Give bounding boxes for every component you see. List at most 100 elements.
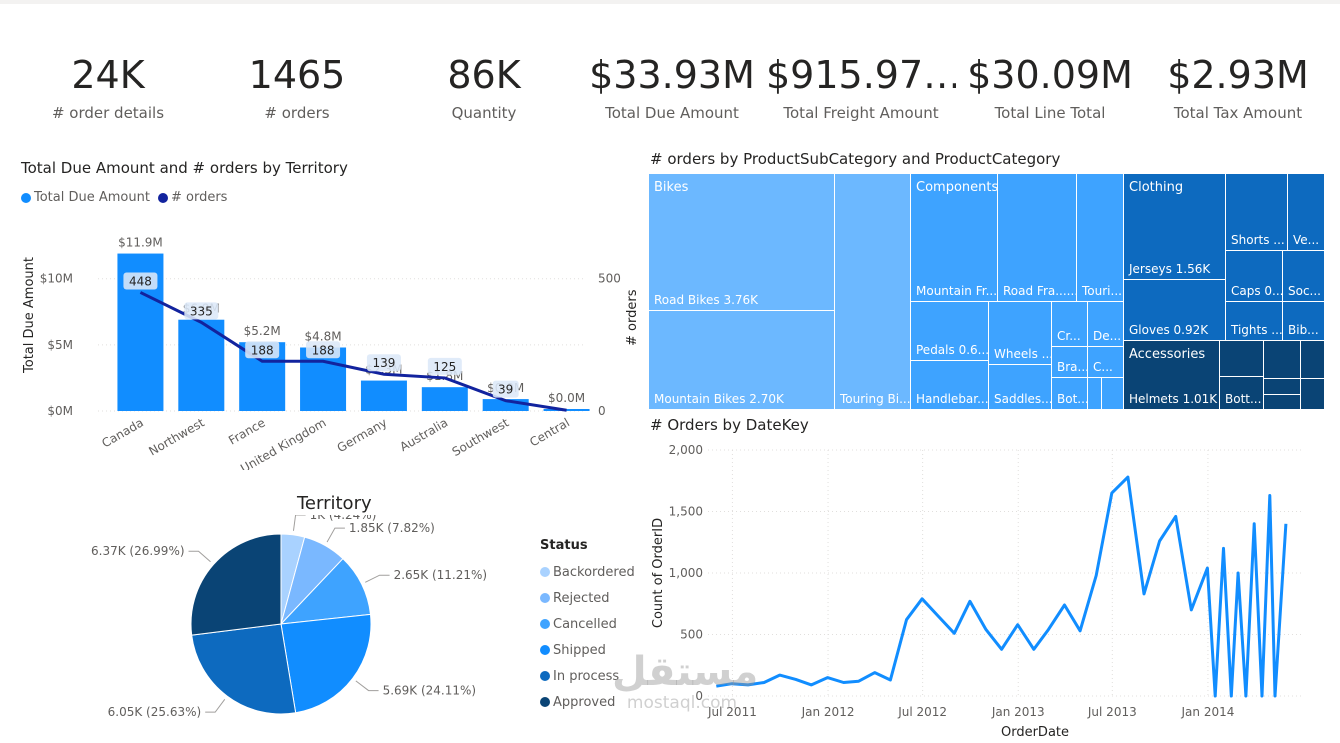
x-tick-label: Jan 2012 xyxy=(801,705,855,719)
treemap-cell-label: Handlebar... xyxy=(916,392,989,406)
status-legend-title: Status xyxy=(540,538,588,553)
treemap-cell-label: Ve... xyxy=(1293,233,1320,247)
status-legend-item-approved[interactable]: Approved xyxy=(540,689,650,715)
treemap-cell-mountain-bikes[interactable]: Mountain Bikes 2.70K xyxy=(649,311,835,410)
treemap-cell-road-frames[interactable]: Road Fra...... xyxy=(998,174,1077,302)
kpi-card-orders[interactable]: 1465 # orders xyxy=(202,52,392,124)
treemap-cell-small[interactable] xyxy=(1264,395,1301,410)
line-data-label-bg xyxy=(184,302,219,320)
y-tick-label: 0 xyxy=(695,689,703,703)
treemap-cell-mountain-frames[interactable]: Components Mountain Fr... xyxy=(911,174,998,302)
treemap-cell-wheels[interactable]: Wheels ... xyxy=(989,302,1052,365)
status-legend-item-in-process[interactable]: In process xyxy=(540,663,650,689)
treemap-cell-bib-shorts[interactable]: Bib... xyxy=(1283,302,1325,341)
treemap-cell-label: De... xyxy=(1093,329,1122,343)
treemap-cell-handlebars[interactable]: Handlebar... xyxy=(911,361,989,410)
treemap-cell-helmets[interactable]: Accessories Helmets 1.01K xyxy=(1124,341,1220,410)
treemap[interactable]: Bikes Road Bikes 3.76K Mountain Bikes 2.… xyxy=(649,174,1325,410)
treemap-cell-label: Helmets 1.01K xyxy=(1129,392,1218,406)
status-legend-item-backordered[interactable]: Backordered xyxy=(540,559,650,585)
treemap-cell-small[interactable] xyxy=(1264,341,1301,379)
treemap-cell-shorts[interactable]: Shorts ... xyxy=(1226,174,1288,251)
status-legend-item-cancelled[interactable]: Cancelled xyxy=(540,611,650,637)
pie-chart[interactable]: 1K (4.24%)1.85K (7.82%) 2.65K (11.21%) 5.6… xyxy=(0,515,540,740)
treemap-cell-cranksets[interactable]: Cr... xyxy=(1052,302,1088,347)
bar-data-label: $11.9M xyxy=(118,236,163,250)
treemap-cell-label: Bott... xyxy=(1225,392,1262,406)
y-axis-label: Count of OrderID xyxy=(651,518,666,628)
x-tick-label: France xyxy=(226,415,268,447)
treemap-cell-vests[interactable]: Ve... xyxy=(1288,174,1325,251)
line-data-label: 188 xyxy=(312,343,335,357)
treemap-cell-small[interactable] xyxy=(1088,378,1102,410)
line-chart[interactable]: 0 500 1,000 1,500 2,000 Jul 2011 Jan 2012 Jul 2… xyxy=(640,438,1320,741)
treemap-cell-socks[interactable]: Soc... xyxy=(1283,251,1325,302)
treemap-cell-gloves[interactable]: Gloves 0.92K xyxy=(1124,280,1226,341)
x-tick-label: Jan 2013 xyxy=(991,705,1045,719)
line-data-label-bg xyxy=(245,341,280,359)
legend-label[interactable]: Total Due Amount xyxy=(34,190,150,205)
line-data-label: 139 xyxy=(372,356,395,370)
legend-label[interactable]: # orders xyxy=(170,190,228,205)
y-tick-label: $10M xyxy=(40,272,73,286)
kpi-card-total-freight-amount[interactable]: $915.97… Total Freight Amount xyxy=(766,52,956,124)
treemap-cell-small[interactable] xyxy=(1301,341,1325,379)
x-tick-label: Germany xyxy=(335,415,390,455)
x-tick-label: Jan 2014 xyxy=(1181,705,1235,719)
pie-data-label: 1K (4.24%) xyxy=(310,515,377,522)
legend-swatch xyxy=(540,593,550,603)
treemap-cell-label: Pedals 0.6... xyxy=(916,343,989,357)
treemap-group-label-accessories: Accessories xyxy=(1129,347,1206,362)
kpi-card-quantity[interactable]: 86K Quantity xyxy=(389,52,579,124)
kpi-label: Total Line Total xyxy=(994,104,1106,122)
treemap-cell-label: Cr... xyxy=(1057,329,1081,343)
treemap-cell-touring-frames[interactable]: Touri... xyxy=(1077,174,1124,302)
treemap-cell-brakes[interactable]: Bra... xyxy=(1052,347,1088,378)
treemap-cell-label: Road Fra...... xyxy=(1003,284,1077,298)
kpi-card-total-due-amount[interactable]: $33.93M Total Due Amount xyxy=(577,52,767,124)
treemap-cell-label: Gloves 0.92K xyxy=(1129,323,1209,337)
treemap-cell-touring-bikes[interactable]: Touring Bi... xyxy=(835,174,911,410)
treemap-cell-pedals[interactable]: Pedals 0.6... xyxy=(911,302,989,361)
treemap-cell-small[interactable] xyxy=(1220,341,1264,377)
y-tick-label: 2,000 xyxy=(669,443,703,457)
status-legend-item-shipped[interactable]: Shipped xyxy=(540,637,650,663)
pie-chart-title: Territory xyxy=(297,493,372,514)
treemap-cell-jerseys[interactable]: Clothing Jerseys 1.56K xyxy=(1124,174,1226,280)
treemap-cell-small[interactable] xyxy=(1301,379,1325,410)
treemap-cell-label: Saddles... xyxy=(994,392,1052,406)
treemap-cell-bottom-brackets[interactable]: Bot... xyxy=(1052,378,1088,410)
combo-chart-title: Total Due Amount and # orders by Territo… xyxy=(21,159,348,177)
watermark-arabic: مستقل xyxy=(612,649,759,695)
treemap-cell-label: Mountain Bikes 2.70K xyxy=(654,392,784,406)
treemap-cell-bottles[interactable]: Bott... xyxy=(1220,377,1264,410)
legend-swatch xyxy=(540,619,550,629)
kpi-label: # orders xyxy=(264,104,330,122)
treemap-cell-road-bikes[interactable]: Bikes Road Bikes 3.76K xyxy=(649,174,835,311)
treemap-cell-chains[interactable]: C... xyxy=(1088,347,1124,378)
kpi-value: 24K xyxy=(71,53,145,97)
treemap-cell-saddles[interactable]: Saddles... xyxy=(989,365,1052,410)
y-tick-label: $5M xyxy=(47,338,73,352)
kpi-card-order-details[interactable]: 24K # order details xyxy=(13,52,203,124)
bar-data-label: $0.0M xyxy=(548,391,585,405)
kpi-label: Total Tax Amount xyxy=(1173,104,1303,122)
treemap-cell-small[interactable] xyxy=(1264,379,1301,395)
legend-swatch-orders xyxy=(157,192,168,203)
kpi-card-total-tax-amount[interactable]: $2.93M Total Tax Amount xyxy=(1143,52,1333,124)
treemap-cell-tights[interactable]: Tights ... xyxy=(1226,302,1283,341)
y-tick-label: $0M xyxy=(47,404,73,418)
treemap-cell-derailleurs[interactable]: De... xyxy=(1088,302,1124,347)
treemap-axis-label: # orders xyxy=(625,289,640,346)
treemap-cell-label: Mountain Fr... xyxy=(916,284,998,298)
kpi-card-total-line-total[interactable]: $30.09M Total Line Total xyxy=(955,52,1145,124)
pie-leader-line xyxy=(205,699,226,713)
combo-chart[interactable]: $0M $5M $10M 0 500 Total Due Amount $11.9M Cana… xyxy=(0,215,640,470)
y-tick-label: 1,500 xyxy=(669,505,703,519)
treemap-cell-small[interactable] xyxy=(1102,378,1124,410)
status-legend-item-rejected[interactable]: Rejected xyxy=(540,585,650,611)
kpi-value: 1465 xyxy=(248,53,346,97)
kpi-value: $2.93M xyxy=(1167,53,1309,97)
treemap-cell-caps[interactable]: Caps 0... xyxy=(1226,251,1283,302)
treemap-cell-label: Soc... xyxy=(1288,284,1321,298)
